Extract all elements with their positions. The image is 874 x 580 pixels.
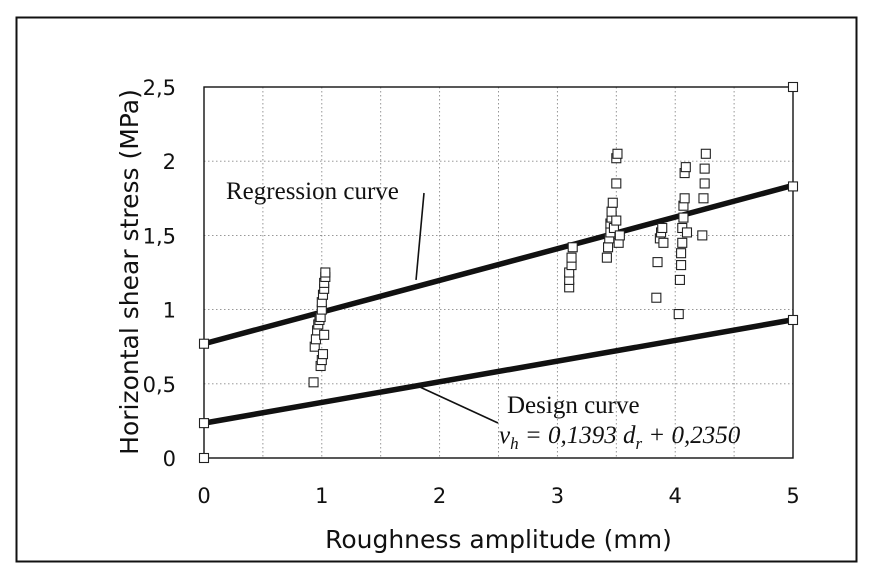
y-axis-title: Horizontal shear stress (MPa) <box>115 89 144 455</box>
x-tick-label: 1 <box>315 484 328 508</box>
data-point <box>679 193 690 204</box>
design-equation: vh = 0,1393 dr + 0,2350 <box>499 422 741 453</box>
axis-marker <box>787 81 799 93</box>
data-point <box>657 222 668 234</box>
y-tick-label: 0 <box>163 447 176 471</box>
y-tick-label: 2 <box>163 150 176 174</box>
data-point <box>674 274 685 285</box>
data-point <box>658 237 669 248</box>
fit-lines <box>203 182 794 426</box>
data-point <box>697 230 708 241</box>
design-annotation: Design curve vh = 0,1393 dr + 0,2350 <box>415 384 741 453</box>
x-axis-title: Roughness amplitude (mm) <box>325 525 672 554</box>
y-tick-label: 0,5 <box>143 373 176 397</box>
data-point <box>567 242 578 253</box>
data-point <box>612 148 623 159</box>
regression-pointer-line <box>415 192 425 280</box>
x-tick-label: 3 <box>551 484 564 508</box>
y-tick-label: 1,5 <box>143 224 176 248</box>
x-tick-label: 5 <box>786 484 799 508</box>
data-point <box>603 242 614 253</box>
regression-curve-label: Regression curve <box>226 178 399 205</box>
axis-marker <box>198 338 210 349</box>
data-point <box>607 197 618 208</box>
axis-marker <box>198 452 210 464</box>
axis-marker <box>198 418 210 429</box>
eq-d: d <box>623 422 636 449</box>
design-curve-label: Design curve <box>507 392 640 419</box>
regression-line <box>203 182 794 347</box>
data-point <box>673 309 684 320</box>
eq-part1: = 0,1393 <box>519 422 623 449</box>
regression-annotation: Regression curve <box>226 178 425 280</box>
design-line <box>203 317 794 426</box>
eq-v: v <box>499 422 511 449</box>
eq-part2: + 0,2350 <box>642 422 741 449</box>
data-point <box>677 237 688 248</box>
axis-marker <box>787 314 799 326</box>
data-point <box>319 329 330 340</box>
x-tick-label: 2 <box>433 484 446 508</box>
plot-frame <box>203 86 794 459</box>
data-point <box>676 248 687 259</box>
data-point <box>611 215 622 226</box>
data-point <box>566 252 577 263</box>
data-point <box>652 257 663 268</box>
data-point <box>699 178 710 189</box>
data-point <box>320 267 331 278</box>
data-point <box>699 163 710 174</box>
data-point <box>700 148 711 159</box>
x-tick-label: 4 <box>669 484 682 508</box>
axis-marker <box>787 181 799 192</box>
x-tick-label: 0 <box>197 484 210 508</box>
data-point <box>601 252 612 263</box>
data-point <box>678 212 689 223</box>
eq-v-sub: h <box>510 434 519 453</box>
data-point <box>680 162 691 173</box>
data-point <box>310 334 321 345</box>
eq-d-sub: r <box>635 434 642 453</box>
y-tick-label: 2,5 <box>143 76 176 100</box>
data-point <box>651 292 662 303</box>
tick-labels: 0 1 2 3 4 5 0 0,5 1 1,5 2 2,5 <box>143 76 800 508</box>
data-point <box>308 377 319 388</box>
data-point <box>676 260 687 271</box>
data-point <box>698 193 709 204</box>
data-point <box>606 206 617 217</box>
data-point <box>681 227 693 238</box>
data-points <box>198 81 799 464</box>
data-point <box>611 178 622 189</box>
data-point <box>614 230 625 241</box>
design-pointer-line <box>415 384 499 424</box>
y-tick-label: 1 <box>163 299 176 323</box>
data-point <box>317 349 329 360</box>
